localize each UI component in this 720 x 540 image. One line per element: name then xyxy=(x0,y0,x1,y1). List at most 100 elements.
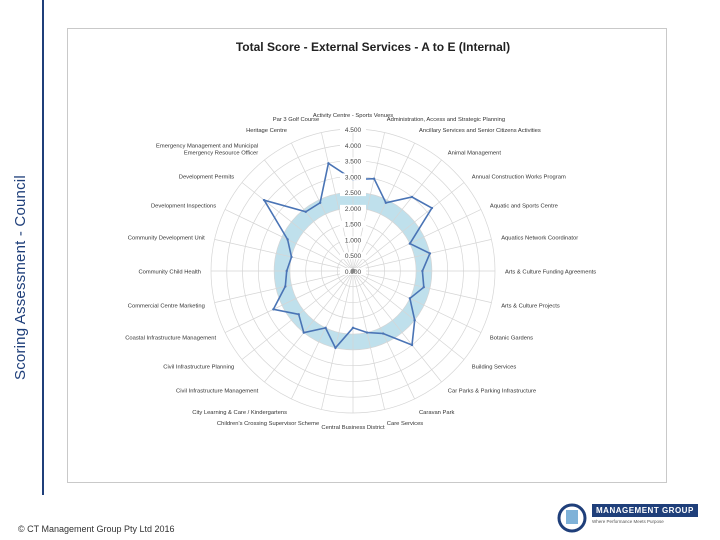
category-label: Caravan Park xyxy=(419,410,455,416)
data-point xyxy=(422,285,425,289)
logo-tagline: Where Performance Meets Purpose xyxy=(592,519,664,524)
tick-label-bg xyxy=(340,173,366,181)
tick-label: 3.000 xyxy=(345,174,362,181)
spoke-line xyxy=(352,132,385,272)
spoke-line xyxy=(352,270,442,383)
tick-label: 3.500 xyxy=(345,159,362,166)
radar-chart: Total Score - External Services - A to E… xyxy=(125,40,596,431)
tick-label-bg xyxy=(340,252,366,260)
category-label: Aquatic and Sports Centre xyxy=(490,204,558,210)
category-label: Arts & Culture Funding Agreements xyxy=(505,270,596,276)
category-label: Building Services xyxy=(472,364,517,370)
spoke-line xyxy=(321,132,354,272)
spoke-line xyxy=(214,239,354,272)
spoke-line xyxy=(352,270,492,303)
data-point xyxy=(410,195,414,199)
category-label: Children's Crossing Supervisor Scheme xyxy=(217,421,319,427)
data-point xyxy=(372,177,376,180)
category-label: Administration, Access and Strategic Pla… xyxy=(387,117,505,123)
spoke-line xyxy=(241,182,354,272)
category-label: Commercial Centre Marketing xyxy=(128,303,205,309)
tick-label: 4.500 xyxy=(345,127,362,134)
spoke-line xyxy=(352,239,492,272)
category-label: Car Parks & Parking Infrastructure xyxy=(448,388,536,394)
category-label: Animal Management xyxy=(448,151,502,157)
tick-label-bg xyxy=(340,157,366,165)
spoke-line xyxy=(352,270,385,410)
spoke-line xyxy=(241,270,354,360)
data-point xyxy=(381,332,385,335)
logo-text: MANAGEMENT GROUP xyxy=(592,504,698,517)
data-point xyxy=(384,201,388,204)
data-point xyxy=(351,326,355,329)
data-point xyxy=(408,297,412,300)
tick-layer: 0.0000.5001.0001.5002.0002.5003.0003.500… xyxy=(340,126,366,276)
spoke-line xyxy=(264,270,354,383)
data-point xyxy=(365,331,369,334)
tick-label: 1.500 xyxy=(345,222,362,229)
category-label: Par 3 Golf Course xyxy=(273,117,319,123)
tick-label: 2.000 xyxy=(345,206,362,213)
spoke-line xyxy=(352,270,482,333)
category-label: City Learning & Care / Kindergartens xyxy=(192,410,287,416)
spoke-line xyxy=(352,182,465,272)
spoke-line xyxy=(352,270,465,360)
tick-label: 2.500 xyxy=(345,190,362,197)
category-label: Activity Centre - Sports Venues xyxy=(313,113,393,119)
tick-label-bg xyxy=(340,126,366,133)
category-label: Development Inspections xyxy=(151,204,216,210)
company-logo: MANAGEMENT GROUP Where Performance Meets… xyxy=(552,500,702,534)
data-point xyxy=(286,238,289,241)
category-label: Development Permits xyxy=(179,175,235,181)
tick-label: 4.000 xyxy=(345,143,362,150)
data-point xyxy=(324,326,327,330)
footer-copyright: © CT Management Group Pty Ltd 2016 xyxy=(18,524,175,534)
category-label: Emergency Management and Municipal Emerge… xyxy=(156,144,258,157)
data-point xyxy=(262,198,266,202)
category-label: Central Business District xyxy=(321,425,385,431)
data-point xyxy=(302,331,306,334)
spoke-line xyxy=(321,270,354,410)
category-label: Ancillary Services and Senior Citizens A… xyxy=(419,128,541,134)
spoke-line xyxy=(224,270,354,333)
chart-frame: Total Score - External Services - A to E… xyxy=(67,28,667,483)
spoke-line xyxy=(264,159,354,272)
logo-mark-icon xyxy=(557,503,587,533)
tick-label-bg xyxy=(340,236,366,244)
category-label: Heritage Centre xyxy=(246,128,287,134)
data-point xyxy=(297,313,300,316)
data-point xyxy=(318,201,322,204)
category-label: Annual Construction Works Program xyxy=(472,175,566,181)
category-label: Civil Infrastructure Management xyxy=(176,388,259,394)
category-label: Civil Infrastructure Planning xyxy=(163,364,234,370)
chart-title: Total Score - External Services - A to E… xyxy=(236,40,510,54)
data-point xyxy=(290,255,293,259)
data-point xyxy=(284,285,287,288)
category-label: Community Development Unit xyxy=(128,236,205,242)
category-label: Aquatics Network Coordinator xyxy=(501,236,578,242)
spoke-line xyxy=(291,270,354,400)
category-label: Arts & Culture Projects xyxy=(501,303,560,309)
category-label: Community Child Health xyxy=(138,270,201,276)
tick-label: 0.500 xyxy=(345,253,362,260)
spoke-line xyxy=(352,142,415,272)
data-point xyxy=(272,308,275,311)
spoke-line xyxy=(352,209,482,272)
data-point xyxy=(421,269,424,273)
data-point xyxy=(327,162,330,165)
tick-label-bg xyxy=(340,220,366,228)
label-layer: Activity Centre - Sports VenuesAdministr… xyxy=(125,113,596,431)
side-bar: Scoring Assessment - Council xyxy=(0,0,44,495)
tick-label: 1.000 xyxy=(345,237,362,244)
center-point xyxy=(350,268,356,274)
spoke-line xyxy=(291,142,354,272)
category-label: Botanic Gardens xyxy=(490,336,533,342)
data-point xyxy=(410,343,414,347)
side-title: Scoring Assessment - Council xyxy=(12,175,29,380)
data-point xyxy=(428,252,432,255)
category-label: Care Services xyxy=(387,421,424,427)
category-label: Coastal Infrastructure Management xyxy=(125,336,216,342)
spoke-line xyxy=(352,270,415,400)
tick-label-bg xyxy=(340,141,366,149)
tick-label-bg xyxy=(340,204,366,212)
